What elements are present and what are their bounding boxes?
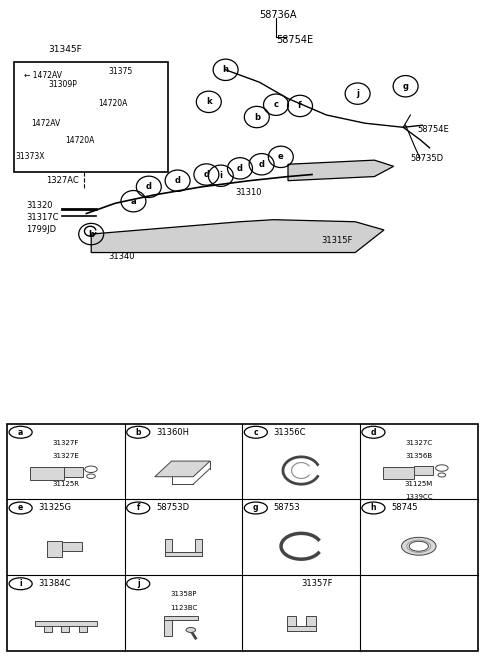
Circle shape (186, 627, 196, 633)
Text: b: b (135, 428, 141, 437)
Text: 1327AC: 1327AC (46, 176, 78, 185)
Text: 14720A: 14720A (65, 136, 94, 145)
Bar (306, 616, 316, 631)
Text: h: h (223, 65, 228, 74)
Circle shape (409, 541, 429, 551)
Text: a: a (131, 196, 136, 206)
Text: c: c (274, 101, 278, 109)
Text: 31310: 31310 (235, 189, 262, 198)
Text: 1339CC: 1339CC (405, 494, 432, 501)
Text: 1799JD: 1799JD (26, 225, 57, 235)
Text: 58754E: 58754E (276, 35, 314, 45)
Text: i: i (19, 579, 22, 588)
Text: f: f (298, 101, 302, 110)
Text: a: a (18, 428, 23, 437)
Text: 31357F: 31357F (301, 579, 333, 588)
Bar (30, 466, 63, 480)
Text: g: g (253, 503, 259, 512)
Bar (414, 466, 433, 476)
Bar (287, 626, 316, 631)
Text: 1123BC: 1123BC (170, 605, 197, 611)
Text: 58735D: 58735D (410, 154, 444, 162)
Text: 31317C: 31317C (26, 213, 59, 222)
Text: j: j (356, 89, 359, 98)
Text: 1472AV: 1472AV (31, 119, 60, 127)
Bar (35, 621, 97, 627)
Bar (164, 617, 172, 636)
Text: 31125M: 31125M (405, 481, 433, 487)
Bar (45, 626, 52, 633)
Text: 31125R: 31125R (52, 481, 80, 487)
Text: d: d (259, 160, 264, 169)
Text: 14720A: 14720A (98, 99, 128, 108)
Text: 31375: 31375 (108, 68, 132, 76)
Text: 31384C: 31384C (38, 579, 71, 588)
Text: j: j (137, 579, 140, 588)
Text: 31340: 31340 (108, 252, 134, 261)
Text: 31345F: 31345F (48, 45, 82, 55)
Text: 31356B: 31356B (405, 453, 432, 459)
Bar (165, 552, 202, 556)
Text: d: d (175, 176, 180, 185)
Text: d: d (146, 183, 152, 191)
Text: k: k (206, 97, 212, 106)
Ellipse shape (401, 537, 436, 555)
Text: f: f (136, 503, 140, 512)
Text: 58736A: 58736A (260, 11, 297, 20)
Text: 31327F: 31327F (53, 440, 79, 445)
Text: b: b (254, 112, 260, 122)
Text: 58754E: 58754E (418, 125, 449, 134)
Text: 31358P: 31358P (170, 591, 197, 597)
Text: 31356C: 31356C (274, 428, 306, 437)
Bar (383, 466, 414, 479)
Text: 31373X: 31373X (15, 152, 45, 162)
Text: d: d (204, 170, 209, 179)
Text: 31126B: 31126B (405, 467, 432, 473)
Text: e: e (18, 503, 23, 512)
Text: 31320: 31320 (26, 201, 53, 210)
Text: g: g (403, 81, 408, 91)
Bar (287, 616, 296, 631)
Text: e: e (278, 152, 284, 162)
Text: i: i (219, 171, 222, 180)
Bar (62, 542, 83, 551)
Text: ← 1472AV: ← 1472AV (24, 72, 62, 80)
Text: 58745: 58745 (391, 503, 418, 512)
Bar (164, 616, 198, 620)
Text: 31327E: 31327E (53, 453, 79, 459)
Bar (47, 541, 62, 557)
Polygon shape (91, 219, 384, 252)
Polygon shape (288, 160, 394, 181)
Text: b: b (88, 229, 94, 238)
Text: 58753: 58753 (274, 503, 300, 512)
Text: 31327C: 31327C (405, 440, 432, 445)
Bar (61, 626, 69, 633)
Text: 31315F: 31315F (322, 236, 353, 244)
Text: d: d (371, 428, 376, 437)
Text: 31325G: 31325G (38, 503, 72, 512)
Bar (14, 62, 168, 172)
Text: 31126D: 31126D (52, 467, 80, 473)
Text: c: c (253, 428, 258, 437)
Bar (63, 466, 83, 477)
Text: d: d (237, 164, 243, 173)
Polygon shape (155, 461, 210, 477)
Text: h: h (371, 503, 376, 512)
Bar (79, 626, 87, 633)
Bar (195, 539, 202, 556)
Text: 31309P: 31309P (48, 79, 77, 89)
Text: 31360H: 31360H (156, 428, 189, 437)
Bar (165, 539, 172, 556)
Text: 58753D: 58753D (156, 503, 189, 512)
